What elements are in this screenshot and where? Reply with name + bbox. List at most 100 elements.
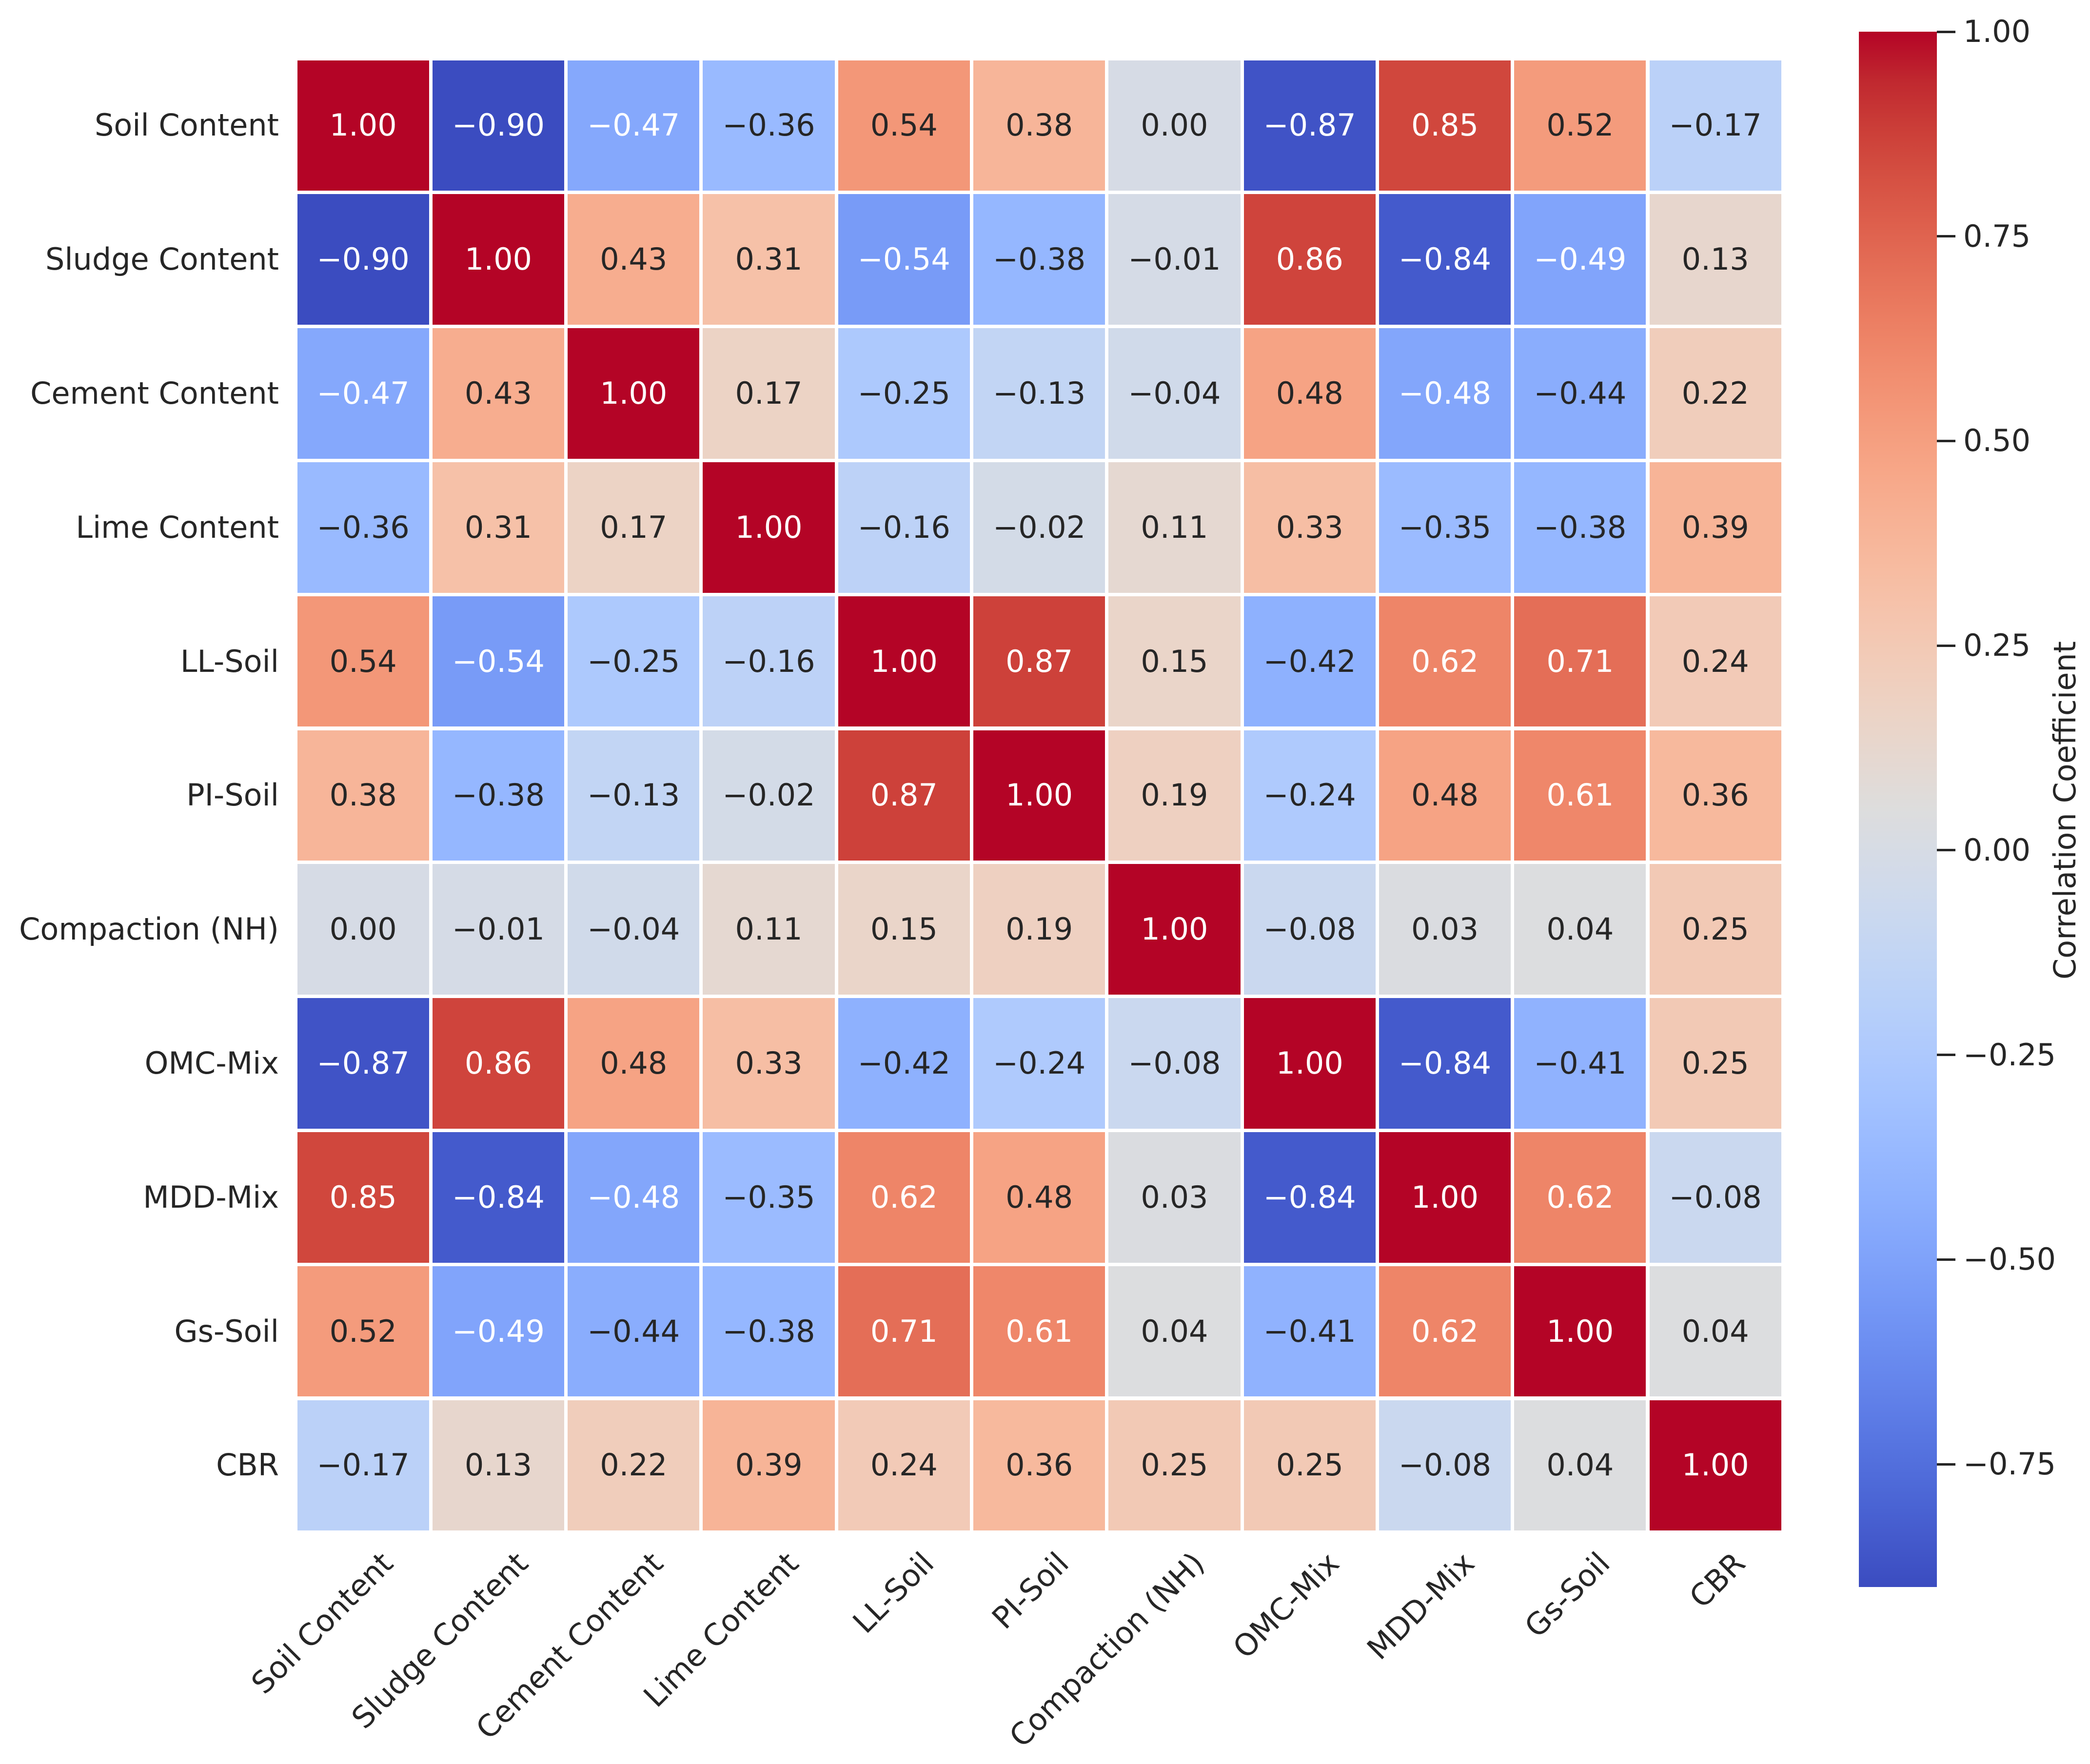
heatmap-cell-Gs-Soil-x-Soil Content: 0.52 (297, 1266, 429, 1397)
heatmap-cell-OMC-Mix-x-Gs-Soil: −0.41 (1514, 998, 1646, 1129)
heatmap-cell-Soil Content-x-CBR: −0.17 (1649, 60, 1781, 191)
y-tick-label-Cement Content: Cement Content (30, 375, 279, 411)
colorbar-gradient (1859, 32, 1937, 1587)
heatmap-cell-Gs-Soil-x-PI-Soil: 0.61 (973, 1266, 1105, 1397)
heatmap-cell-Cement Content-x-Compaction (NH): −0.04 (1108, 328, 1241, 459)
heatmap-cell-Lime Content-x-PI-Soil: −0.02 (973, 462, 1105, 593)
heatmap-cell-PI-Soil-x-Soil Content: 0.38 (297, 730, 429, 861)
colorbar-tick-mark (1937, 1463, 1955, 1466)
y-tick-label-Lime Content: Lime Content (76, 509, 279, 545)
heatmap-cell-Cement Content-x-PI-Soil: −0.13 (973, 328, 1105, 459)
heatmap-cell-OMC-Mix-x-Cement Content: 0.48 (568, 998, 700, 1129)
heatmap-cell-Cement Content-x-OMC-Mix: 0.48 (1243, 328, 1376, 459)
heatmap-cell-Lime Content-x-Sludge Content: 0.31 (432, 462, 565, 593)
colorbar-tick-mark (1937, 439, 1955, 442)
colorbar-tick-label: 1.00 (1963, 14, 2031, 49)
heatmap-cell-PI-Soil-x-OMC-Mix: −0.24 (1243, 730, 1376, 861)
heatmap-cell-Cement Content-x-MDD-Mix: −0.48 (1379, 328, 1511, 459)
y-tick-label-CBR: CBR (216, 1447, 279, 1483)
heatmap-cell-CBR-x-Lime Content: 0.39 (703, 1400, 835, 1531)
heatmap-cell-CBR-x-Compaction (NH): 0.25 (1108, 1400, 1241, 1531)
x-tick-label-Gs-Soil: Gs-Soil (1518, 1545, 1617, 1645)
heatmap-cell-Gs-Soil-x-CBR: 0.04 (1649, 1266, 1781, 1397)
heatmap-cell-LL-Soil-x-Cement Content: −0.25 (568, 596, 700, 727)
colorbar-tick-mark (1937, 1258, 1955, 1261)
colorbar-tick-label: 0.50 (1963, 423, 2031, 459)
heatmap-cell-Gs-Soil-x-LL-Soil: 0.71 (838, 1266, 970, 1397)
heatmap-cell-Sludge Content-x-Gs-Soil: −0.49 (1514, 194, 1646, 325)
heatmap-cell-LL-Soil-x-Lime Content: −0.16 (703, 596, 835, 727)
heatmap-cell-PI-Soil-x-Compaction (NH): 0.19 (1108, 730, 1241, 861)
colorbar-tick-label: −0.50 (1963, 1241, 2056, 1277)
colorbar-tick-label: 0.00 (1963, 832, 2031, 868)
heatmap-cell-Lime Content-x-Soil Content: −0.36 (297, 462, 429, 593)
heatmap-cell-Gs-Soil-x-Compaction (NH): 0.04 (1108, 1266, 1241, 1397)
heatmap-cell-OMC-Mix-x-OMC-Mix: 1.00 (1243, 998, 1376, 1129)
heatmap-cell-Gs-Soil-x-Sludge Content: −0.49 (432, 1266, 565, 1397)
heatmap-cell-Compaction (NH)-x-OMC-Mix: −0.08 (1243, 864, 1376, 995)
heatmap-cell-PI-Soil-x-Cement Content: −0.13 (568, 730, 700, 861)
heatmap-cell-Cement Content-x-CBR: 0.22 (1649, 328, 1781, 459)
heatmap-cell-CBR-x-OMC-Mix: 0.25 (1243, 1400, 1376, 1531)
y-tick-label-PI-Soil: PI-Soil (186, 777, 279, 813)
heatmap-cell-Compaction (NH)-x-Cement Content: −0.04 (568, 864, 700, 995)
heatmap-cell-MDD-Mix-x-MDD-Mix: 1.00 (1379, 1132, 1511, 1263)
heatmap-cell-Soil Content-x-Cement Content: −0.47 (568, 60, 700, 191)
colorbar-tick-label: −0.25 (1963, 1037, 2056, 1073)
heatmap-cell-LL-Soil-x-OMC-Mix: −0.42 (1243, 596, 1376, 727)
heatmap-cell-CBR-x-LL-Soil: 0.24 (838, 1400, 970, 1531)
heatmap-cell-MDD-Mix-x-Gs-Soil: 0.62 (1514, 1132, 1646, 1263)
heatmap-cell-Gs-Soil-x-OMC-Mix: −0.41 (1243, 1266, 1376, 1397)
y-tick-label-Compaction (NH): Compaction (NH) (19, 911, 279, 947)
heatmap-cell-PI-Soil-x-PI-Soil: 1.00 (973, 730, 1105, 861)
heatmap-cell-Compaction (NH)-x-Gs-Soil: 0.04 (1514, 864, 1646, 995)
heatmap-cell-PI-Soil-x-LL-Soil: 0.87 (838, 730, 970, 861)
colorbar-tick-label: 0.75 (1963, 218, 2031, 254)
heatmap-cell-Soil Content-x-MDD-Mix: 0.85 (1379, 60, 1511, 191)
heatmap-cell-Lime Content-x-MDD-Mix: −0.35 (1379, 462, 1511, 593)
heatmap-cell-Cement Content-x-Gs-Soil: −0.44 (1514, 328, 1646, 459)
heatmap-cell-Compaction (NH)-x-PI-Soil: 0.19 (973, 864, 1105, 995)
heatmap-cell-Cement Content-x-Sludge Content: 0.43 (432, 328, 565, 459)
y-tick-label-MDD-Mix: MDD-Mix (143, 1179, 279, 1215)
heatmap-cell-PI-Soil-x-MDD-Mix: 0.48 (1379, 730, 1511, 861)
heatmap-cell-MDD-Mix-x-Compaction (NH): 0.03 (1108, 1132, 1241, 1263)
heatmap-cell-LL-Soil-x-CBR: 0.24 (1649, 596, 1781, 727)
heatmap-cell-Soil Content-x-PI-Soil: 0.38 (973, 60, 1105, 191)
colorbar-tick-mark (1937, 30, 1955, 33)
heatmap-cell-Soil Content-x-Compaction (NH): 0.00 (1108, 60, 1241, 191)
heatmap-cell-Lime Content-x-Lime Content: 1.00 (703, 462, 835, 593)
heatmap-cell-Compaction (NH)-x-MDD-Mix: 0.03 (1379, 864, 1511, 995)
heatmap-cell-Lime Content-x-Compaction (NH): 0.11 (1108, 462, 1241, 593)
heatmap-cell-Soil Content-x-Soil Content: 1.00 (297, 60, 429, 191)
heatmap-cell-PI-Soil-x-Gs-Soil: 0.61 (1514, 730, 1646, 861)
heatmap-cell-Compaction (NH)-x-Lime Content: 0.11 (703, 864, 835, 995)
heatmap-cell-CBR-x-Soil Content: −0.17 (297, 1400, 429, 1531)
colorbar-tick-mark (1937, 644, 1955, 647)
heatmap-cell-Gs-Soil-x-Lime Content: −0.38 (703, 1266, 835, 1397)
heatmap-cell-Compaction (NH)-x-Sludge Content: −0.01 (432, 864, 565, 995)
heatmap-cell-Soil Content-x-OMC-Mix: −0.87 (1243, 60, 1376, 191)
colorbar-tick-mark (1937, 235, 1955, 238)
y-tick-label-Gs-Soil: Gs-Soil (174, 1313, 279, 1349)
heatmap-cell-Compaction (NH)-x-Soil Content: 0.00 (297, 864, 429, 995)
heatmap-cell-Soil Content-x-Lime Content: −0.36 (703, 60, 835, 191)
heatmap-cell-OMC-Mix-x-PI-Soil: −0.24 (973, 998, 1105, 1129)
heatmap-cell-LL-Soil-x-PI-Soil: 0.87 (973, 596, 1105, 727)
heatmap-cell-CBR-x-PI-Soil: 0.36 (973, 1400, 1105, 1531)
heatmap-cell-CBR-x-MDD-Mix: −0.08 (1379, 1400, 1511, 1531)
heatmap-cell-Sludge Content-x-CBR: 0.13 (1649, 194, 1781, 325)
heatmap-cell-Soil Content-x-LL-Soil: 0.54 (838, 60, 970, 191)
heatmap-cell-MDD-Mix-x-CBR: −0.08 (1649, 1132, 1781, 1263)
colorbar-tick-label: 0.25 (1963, 627, 2031, 664)
x-tick-label-CBR: CBR (1682, 1545, 1752, 1615)
x-tick-label-MDD-Mix: MDD-Mix (1360, 1545, 1482, 1667)
heatmap-cell-Gs-Soil-x-Gs-Soil: 1.00 (1514, 1266, 1646, 1397)
heatmap-cell-MDD-Mix-x-Soil Content: 0.85 (297, 1132, 429, 1263)
heatmap-cell-Sludge Content-x-Lime Content: 0.31 (703, 194, 835, 325)
y-tick-label-LL-Soil: LL-Soil (180, 643, 279, 679)
colorbar-tick-label: −0.75 (1963, 1446, 2056, 1482)
heatmap-cell-Compaction (NH)-x-Compaction (NH): 1.00 (1108, 864, 1241, 995)
heatmap-cell-Sludge Content-x-Sludge Content: 1.00 (432, 194, 565, 325)
